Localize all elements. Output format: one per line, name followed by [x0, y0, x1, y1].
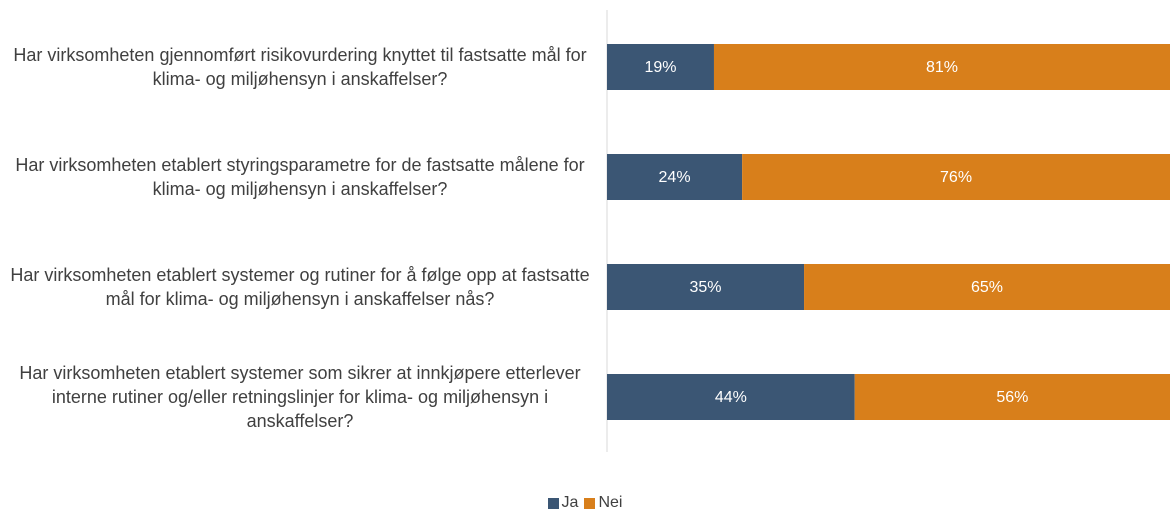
legend-item: Ja — [547, 494, 579, 512]
value-label: 19% — [644, 59, 676, 76]
legend-label: Nei — [598, 494, 623, 511]
legend-item: Nei — [584, 494, 622, 512]
bar-segment — [607, 44, 714, 90]
value-label: 35% — [690, 279, 722, 296]
bar-segment — [804, 264, 1170, 310]
bar-segment — [607, 374, 855, 420]
bar-segment — [607, 154, 743, 200]
value-label: 81% — [926, 59, 958, 76]
value-label: 65% — [971, 279, 1003, 296]
bar-segment — [854, 374, 1170, 420]
category-label: Har virksomheten gjennomført risikovurde… — [13, 45, 587, 89]
legend-swatch — [547, 497, 559, 509]
category-label: Har virksomheten etablert styringsparame… — [15, 155, 585, 199]
value-label: 76% — [940, 169, 972, 186]
bar-segment — [607, 264, 805, 310]
bar-segment — [713, 44, 1170, 90]
legend-swatch — [584, 497, 596, 509]
category-label: Har virksomheten etablert systemer og ru… — [10, 265, 590, 309]
legend-label: Ja — [561, 494, 579, 511]
value-label: 44% — [715, 389, 747, 406]
value-label: 56% — [996, 389, 1028, 406]
bar-segment — [742, 154, 1170, 200]
category-label: Har virksomheten etablert systemer som s… — [19, 363, 581, 431]
value-label: 24% — [659, 169, 691, 186]
legend: Ja Nei — [0, 494, 1170, 512]
